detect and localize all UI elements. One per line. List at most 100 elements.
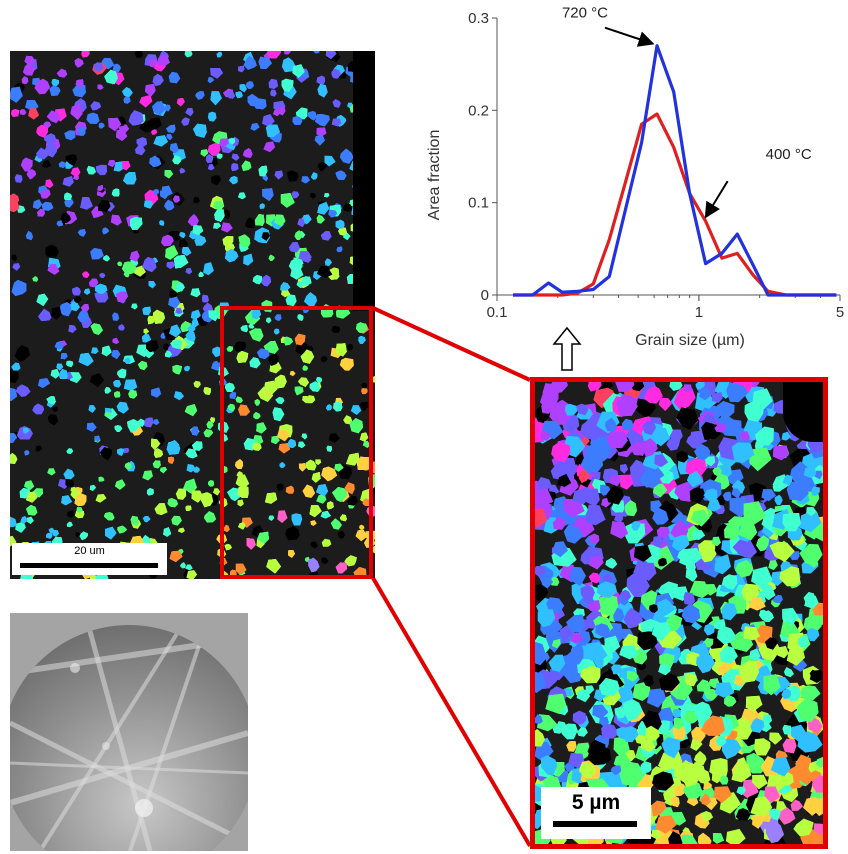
- grain: [171, 515, 182, 526]
- y-tick-label: 0: [481, 287, 489, 304]
- series-line-720c: [513, 44, 837, 297]
- x-tick-label: 1: [695, 304, 703, 321]
- grain: [193, 466, 200, 473]
- grain: [285, 294, 297, 307]
- grain: [287, 170, 299, 182]
- grain: [344, 482, 355, 495]
- grain: [315, 459, 322, 466]
- grain: [193, 196, 200, 204]
- grain: [162, 343, 170, 351]
- grain: [332, 99, 341, 108]
- grain: [23, 480, 35, 490]
- ebsd-zoom-map: 5 µm: [530, 377, 828, 849]
- grain: [64, 130, 76, 141]
- grain: [66, 360, 74, 368]
- grain: [45, 244, 59, 258]
- grain: [11, 254, 18, 262]
- grain: [262, 114, 275, 127]
- kikuchi-bands: [10, 613, 248, 851]
- grain: [294, 386, 304, 396]
- grain: [276, 429, 290, 442]
- grain: [285, 485, 295, 494]
- grain: [238, 404, 251, 416]
- grain: [206, 420, 214, 430]
- grain: [236, 471, 243, 478]
- grain: [50, 368, 60, 379]
- grain: [268, 78, 279, 89]
- grain: [245, 81, 255, 89]
- grain: [243, 253, 254, 266]
- grain: [86, 112, 100, 124]
- kikuchi-pattern: [10, 613, 248, 851]
- grain: [159, 220, 165, 226]
- y-tick-label: 0.3: [468, 10, 489, 27]
- grain: [98, 122, 105, 129]
- series-line-400c: [513, 112, 837, 297]
- grain: [279, 461, 286, 468]
- grain: [361, 387, 368, 395]
- grain: [289, 370, 296, 377]
- annotation-label: 400 °C: [766, 146, 812, 163]
- grain: [314, 113, 330, 127]
- grain: [267, 353, 279, 366]
- grain: [117, 525, 128, 534]
- grain: [64, 197, 74, 208]
- annotation-arrow: [604, 26, 655, 47]
- grain: [290, 266, 304, 280]
- grain: [253, 411, 261, 420]
- grain: [161, 234, 174, 247]
- grain: [34, 78, 51, 95]
- grain: [32, 276, 39, 282]
- grain: [152, 73, 164, 87]
- grain: [193, 380, 201, 389]
- grain: [133, 265, 146, 277]
- grain: [328, 433, 340, 443]
- x-tick-label: 0.1: [487, 304, 508, 321]
- y-tick-label: 0.1: [468, 195, 489, 212]
- grain: [297, 377, 310, 388]
- grain: [116, 401, 129, 414]
- grain: [90, 247, 104, 260]
- grain: [330, 518, 342, 530]
- grain: [124, 462, 132, 470]
- grain: [37, 378, 51, 389]
- grain: [231, 162, 239, 172]
- grain: [303, 292, 318, 308]
- grain: [207, 111, 217, 122]
- grain: [58, 161, 67, 169]
- zoom-scale-label: 5 µm: [571, 791, 621, 814]
- grain: [274, 314, 282, 322]
- grain: [93, 62, 104, 72]
- grain: [10, 535, 17, 547]
- grain: [46, 110, 61, 124]
- grain: [241, 160, 252, 172]
- chart-series: [513, 44, 837, 297]
- grain: [15, 521, 26, 533]
- grain: [151, 129, 158, 135]
- grain: [70, 167, 81, 178]
- ebsd-orientation-map: 20 um: [10, 51, 375, 579]
- grain: [75, 532, 81, 538]
- grain: [324, 258, 332, 266]
- zoom-grain-field: [535, 382, 823, 844]
- grain: [350, 405, 362, 415]
- grain: [265, 317, 272, 324]
- grain: [123, 447, 130, 454]
- grain: [310, 541, 319, 549]
- grain: [281, 57, 297, 73]
- grain: [63, 468, 75, 480]
- grain: [203, 262, 214, 276]
- x-tick-label: 5: [836, 304, 844, 321]
- grain: [143, 328, 150, 335]
- grain: [259, 203, 265, 209]
- grain: [190, 309, 201, 321]
- grain: [270, 89, 277, 97]
- grain: [184, 51, 193, 58]
- annotation-arrow: [704, 180, 729, 219]
- grain: [212, 346, 222, 358]
- grain: [121, 87, 133, 98]
- grain: [207, 77, 215, 84]
- grain: [359, 524, 365, 530]
- grain: [339, 357, 354, 371]
- grain: [48, 527, 55, 534]
